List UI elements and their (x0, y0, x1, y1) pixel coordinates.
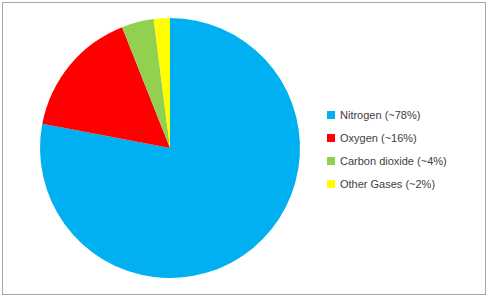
svg-text:Nitrogen (~78%): Nitrogen (~78%) (340, 109, 420, 121)
svg-text:Oxygen (~16%): Oxygen (~16%) (340, 132, 417, 144)
svg-text:Carbon dioxide (~4%): Carbon dioxide (~4%) (340, 155, 447, 167)
svg-text:Other Gases (~2%): Other Gases (~2%) (340, 178, 435, 190)
